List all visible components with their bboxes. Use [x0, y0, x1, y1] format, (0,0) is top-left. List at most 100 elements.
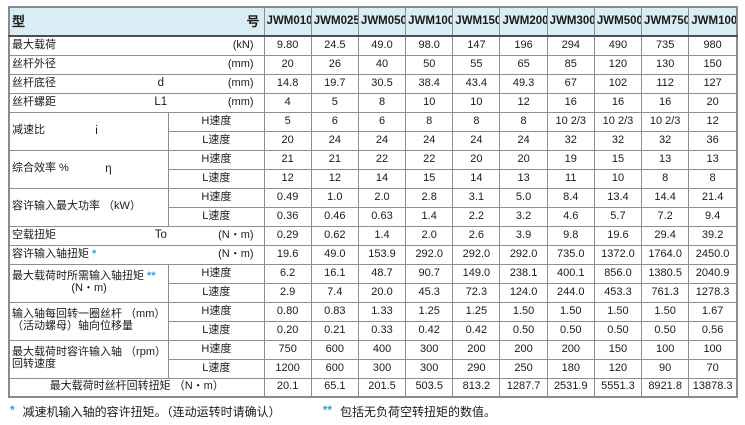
value-cell: 32: [546, 130, 595, 151]
value-cell: 0.83: [310, 301, 359, 322]
row-unit: (mm): [227, 76, 254, 89]
speed-cell: L速度: [168, 282, 265, 303]
row-label: 丝杆螺距 L1 (mm): [12, 96, 262, 108]
value-cell: 48.7: [357, 263, 407, 284]
value-cell: 6: [357, 111, 407, 132]
value-cell: 1.0: [310, 187, 359, 208]
row-label-cell: 丝杆底径 d (mm): [8, 73, 265, 94]
value-cell: 1764.0: [641, 244, 690, 265]
value-cell: 2.0: [405, 225, 454, 246]
row-label-line1: 综合效率 % η: [12, 163, 166, 175]
table-row: 最大载荷时容许输入轴 （rpm） 回转速度 H速度 750 600 400 300 200 20…: [8, 339, 738, 379]
model-header-cell: JWM100: [405, 6, 454, 37]
row-label-line2: （活动螺母）轴向位移量: [12, 320, 133, 332]
value-cell: 490: [593, 35, 643, 56]
row-label: 容许输入轴扭矩 * (N・m): [12, 247, 262, 261]
row-label: 丝杆外径 (mm): [12, 58, 262, 71]
value-cell: 112: [641, 73, 690, 94]
model-title-part1: 型: [12, 13, 28, 29]
value-cell: 67: [546, 73, 595, 94]
value-cell: 12: [688, 111, 738, 132]
value-cell: 100: [688, 339, 738, 360]
value-cell: 14: [357, 168, 407, 189]
speed-cell: H速度: [168, 263, 265, 284]
speed-cell: H速度: [168, 111, 265, 132]
value-cell: 1.4: [405, 206, 454, 227]
table-row: L速度 2.9 7.4 20.0 45.3 72.3 124.0 244.0 453.3 761.…: [9, 282, 738, 303]
value-cell: 8: [688, 168, 738, 189]
value-cell: 200: [499, 339, 548, 360]
value-cell: 1.33: [357, 301, 407, 322]
value-cell: 1.25: [452, 301, 501, 322]
value-cell: 24: [452, 130, 501, 151]
value-cell: 153.9: [357, 244, 407, 265]
speed-cell: H速度: [168, 301, 265, 322]
row-label-line1: 容许输入最大功率 （kW）: [12, 201, 166, 213]
row-label-text: 减速比: [12, 124, 45, 137]
row-label-line2: 回转速度: [12, 358, 56, 370]
value-cell: 120: [593, 358, 643, 379]
model-header-cell: JWM500: [593, 6, 643, 37]
value-cell: 20.1: [263, 377, 312, 398]
value-cell: 127: [688, 73, 738, 94]
table-row: 空载扭矩 To (N・m) 0.29 0.62 1.4 2.0 2.6 3.9 9.8 19.6 29…: [8, 225, 738, 246]
row-label-text: 最大载荷: [12, 38, 56, 51]
value-cell: 120: [593, 54, 643, 75]
value-cell: 761.3: [641, 282, 690, 303]
value-cell: 38.4: [405, 73, 454, 94]
row-unit: (kN): [232, 38, 254, 51]
value-cell: 1.50: [546, 301, 595, 322]
model-header-cell: JWM025: [310, 6, 359, 37]
value-cell: 14.8: [263, 73, 312, 94]
value-cell: 24.5: [310, 35, 359, 56]
value-cell: 290: [452, 358, 501, 379]
value-cell: 98.0: [405, 35, 454, 56]
row-label-line2: (N・m): [71, 282, 107, 294]
row-label-text: 最大载荷时容许输入轴 （rpm）: [12, 346, 166, 359]
speed-cell: L速度: [168, 358, 265, 379]
value-cell: 24: [310, 130, 359, 151]
value-cell: 10 2/3: [546, 111, 595, 132]
value-cell: 4.6: [546, 206, 595, 227]
value-cell: 5: [263, 111, 312, 132]
footnote-marker: *: [92, 247, 97, 260]
value-cell: 12: [310, 168, 359, 189]
value-cell: 300: [357, 358, 407, 379]
value-cell: 13.4: [593, 187, 643, 208]
value-cell: 0.50: [593, 320, 643, 341]
value-cell: 0.29: [263, 225, 312, 246]
row-label-cell: 最大载荷 (kN): [8, 35, 265, 56]
table-row: 综合效率 % η H速度 21 21 22 22 20 20 19 15 13 13: [8, 149, 738, 189]
value-cell: 43.4: [452, 73, 501, 94]
value-cell: 1.4: [357, 225, 407, 246]
table-row: 丝杆外径 (mm) 20 26 40 50 55 65 85 120 130 150: [8, 54, 738, 75]
value-cell: 20: [263, 130, 312, 151]
value-cell: 180: [546, 358, 595, 379]
row-unit: (N・m): [218, 228, 254, 241]
speed-cell: H速度: [168, 149, 265, 170]
value-cell: 1200: [263, 358, 312, 379]
value-cell: 9.8: [546, 225, 595, 246]
row-label-cell: 丝杆螺距 L1 (mm): [8, 92, 265, 113]
value-cell: 1372.0: [593, 244, 643, 265]
value-cell: 40: [357, 54, 407, 75]
value-cell: 72.3: [452, 282, 501, 303]
value-cell: 13878.3: [688, 377, 738, 398]
value-cell: 2450.0: [688, 244, 738, 265]
row-symbol: η: [105, 162, 112, 175]
value-cell: 5: [310, 92, 359, 113]
model-header-cell: JWM750: [641, 6, 690, 37]
value-cell: 0.21: [310, 320, 359, 341]
value-cell: 0.46: [310, 206, 359, 227]
value-cell: 980: [688, 35, 738, 56]
speed-cell: H速度: [168, 187, 265, 208]
model-header-cell: JWM150: [452, 6, 501, 37]
value-cell: 19.6: [593, 225, 643, 246]
row-symbol: i: [95, 124, 98, 137]
value-cell: 150: [593, 339, 643, 360]
value-cell: 300: [405, 339, 454, 360]
value-cell: 130: [641, 54, 690, 75]
row-symbol: L1: [154, 96, 168, 109]
value-cell: 8.4: [546, 187, 595, 208]
row-symbol: d: [157, 77, 164, 90]
